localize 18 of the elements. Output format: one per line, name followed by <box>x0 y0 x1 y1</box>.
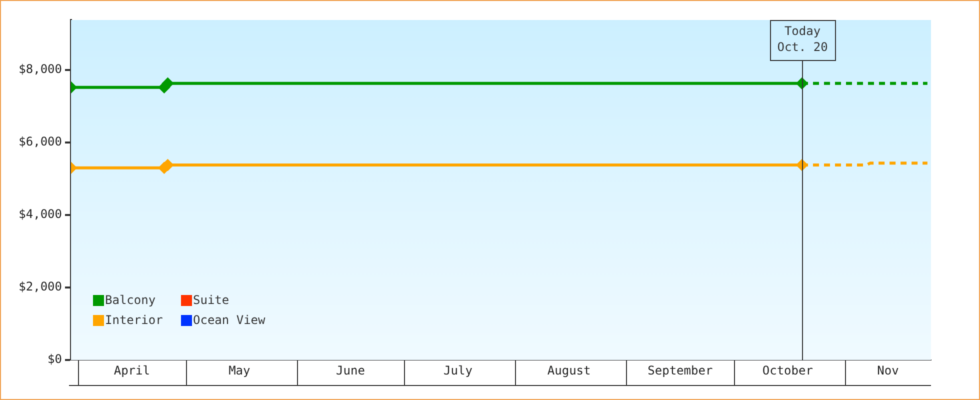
x-tick-label: October <box>762 363 813 378</box>
legend-label: Ocean View <box>193 313 266 328</box>
x-tick-label: April <box>114 363 150 378</box>
x-tick-label: May <box>228 363 250 378</box>
legend-label: Suite <box>193 293 230 308</box>
x-tick-label: July <box>444 363 472 378</box>
legend-label: Interior <box>105 313 163 328</box>
x-tick-label: September <box>648 363 713 378</box>
y-tick-label: $8,000 <box>18 62 62 76</box>
y-tick-label: $4,000 <box>18 207 62 222</box>
ref-line-label: Today Oct. 20 <box>777 24 828 54</box>
legend-label: Balcony <box>105 293 156 308</box>
y-tick-label: $2,000 <box>18 280 62 294</box>
y-tick-label: $6,000 <box>18 134 62 149</box>
x-tick-label: Nov <box>877 363 899 378</box>
x-tick-label: June <box>336 363 365 378</box>
x-tick-label: August <box>547 363 591 378</box>
y-tick-label: $0 <box>48 352 62 366</box>
